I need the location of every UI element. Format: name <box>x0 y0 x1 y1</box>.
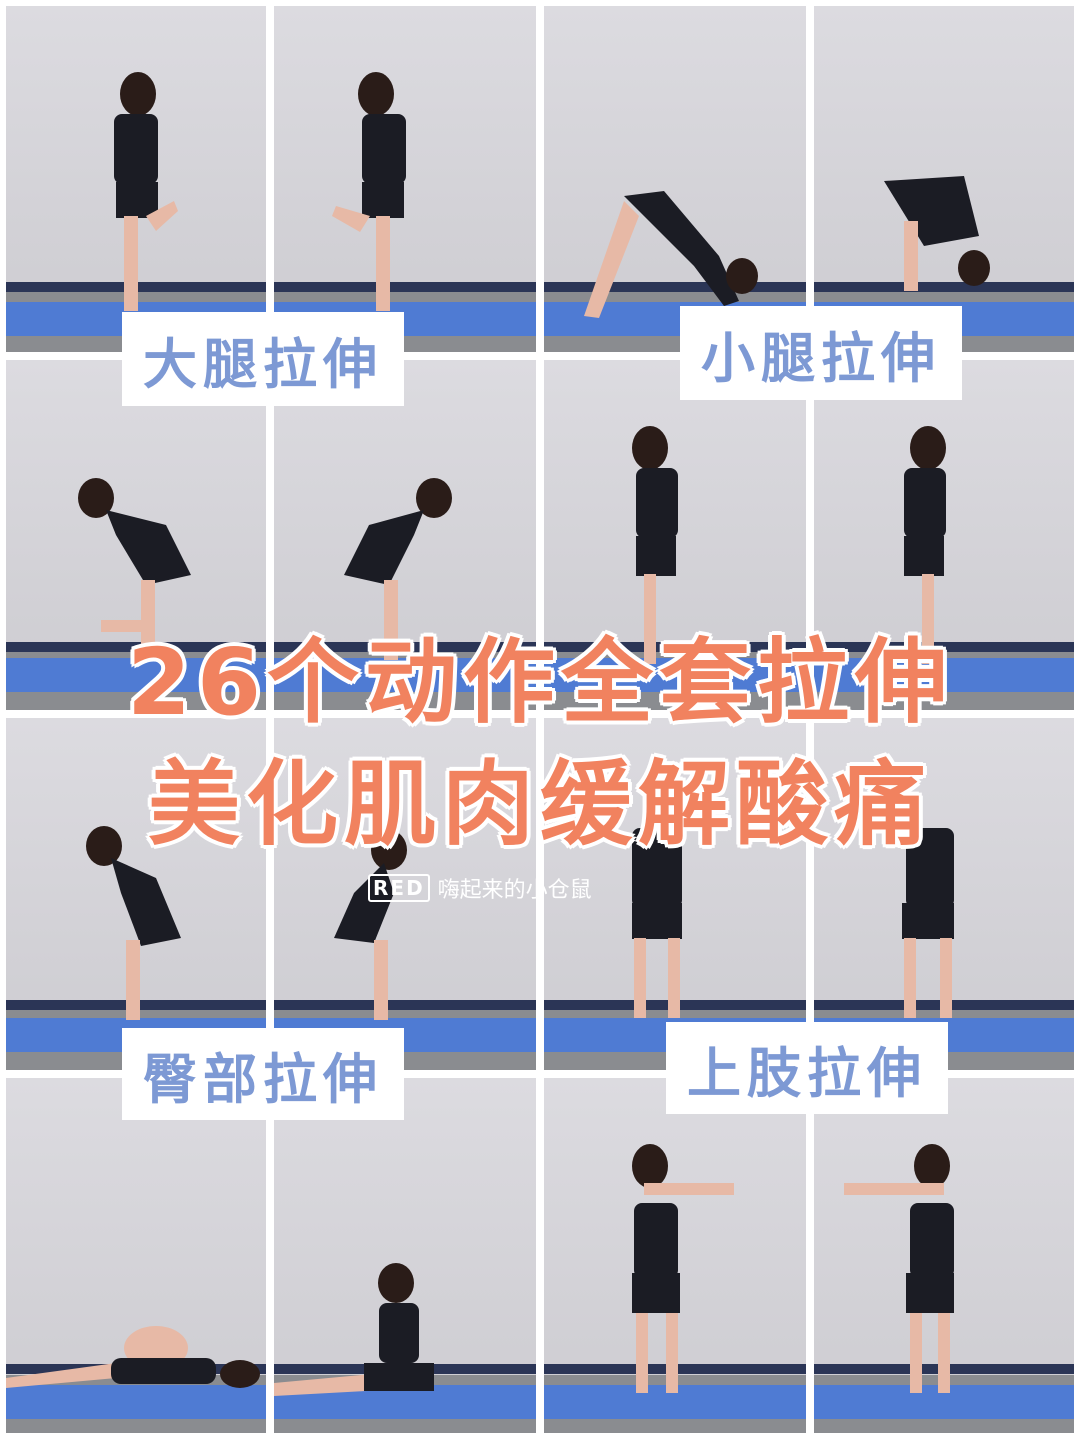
stretching-figure <box>114 72 178 311</box>
label-upper-text: 上肢拉伸 <box>687 1041 927 1105</box>
stretching-figure <box>632 1144 734 1393</box>
label-thigh-text: 大腿拉伸 <box>143 332 383 396</box>
photo-glute-stretch-3 <box>6 1078 266 1433</box>
headline-line-2: 美化肌肉缓解酸痛 <box>147 751 932 858</box>
photo-calf-stretch-3 <box>6 360 266 710</box>
stretching-figure <box>584 191 758 318</box>
photo-calf-stretch-6 <box>814 360 1074 710</box>
stretching-figure <box>884 176 990 291</box>
watermark: RED 嗨起来的小仓鼠 <box>368 872 592 904</box>
label-glute-text: 臀部拉伸 <box>143 1047 383 1111</box>
headline-line-1: 26个动作全套拉伸 <box>126 629 954 736</box>
stretching-figure <box>344 478 452 660</box>
stretching-figure <box>274 1263 434 1396</box>
photo-glute-stretch-4 <box>274 1078 536 1433</box>
photo-thigh-stretch-1 <box>6 6 266 352</box>
stretching-figure <box>844 1144 954 1393</box>
stretching-figure <box>902 828 954 1018</box>
stretching-figure <box>632 426 678 664</box>
stretching-figure <box>334 830 407 1020</box>
stretching-figure <box>78 478 191 660</box>
photo-upper-stretch-1 <box>544 718 806 1070</box>
red-badge: RED <box>368 874 430 902</box>
stretching-figure <box>86 826 181 1020</box>
stretching-figure <box>332 72 406 311</box>
photo-upper-stretch-3 <box>544 1078 806 1433</box>
stretching-figure <box>6 1326 260 1388</box>
author-name: 嗨起来的小仓鼠 <box>437 878 592 903</box>
stretching-figure <box>632 828 682 1018</box>
photo-calf-stretch-1 <box>544 6 806 352</box>
photo-calf-stretch-4 <box>274 360 536 710</box>
stretching-figure <box>904 426 946 664</box>
photo-upper-stretch-4 <box>814 1078 1074 1433</box>
photo-calf-stretch-5 <box>544 360 806 710</box>
photo-thigh-stretch-2 <box>274 6 536 352</box>
label-thigh-stretch: 大腿拉伸 <box>122 312 404 406</box>
label-calf-text: 小腿拉伸 <box>701 326 941 390</box>
label-calf-stretch: 小腿拉伸 <box>680 306 962 400</box>
label-upper-stretch: 上肢拉伸 <box>666 1022 948 1114</box>
photo-glute-stretch-1 <box>6 718 266 1070</box>
label-glute-stretch: 臀部拉伸 <box>122 1028 404 1120</box>
photo-calf-stretch-2 <box>814 6 1074 352</box>
